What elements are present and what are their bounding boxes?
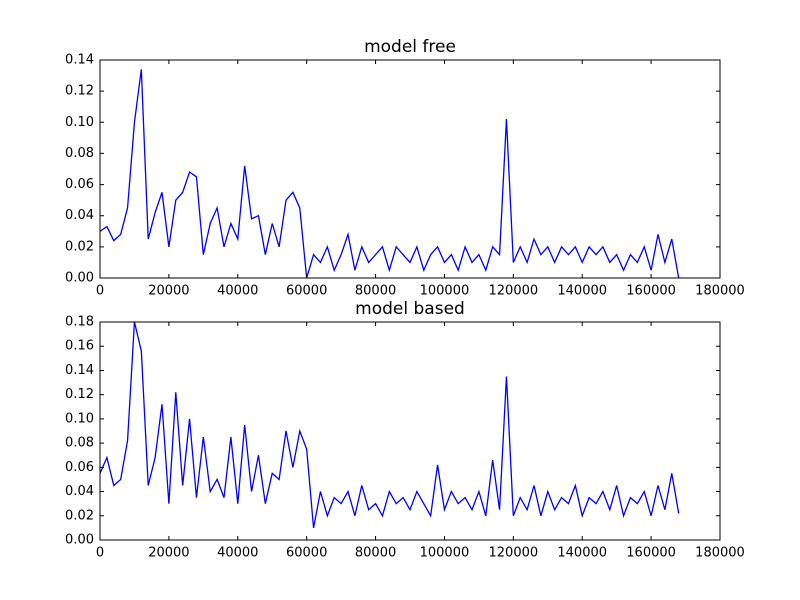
x-tick-label: 60000: [286, 284, 327, 299]
y-tick-label: 0.00: [65, 271, 94, 286]
y-tick-label: 0.12: [65, 84, 94, 99]
y-tick-label: 0.08: [65, 146, 94, 161]
x-tick-label: 120000: [489, 546, 539, 561]
y-tick-label: 0.00: [65, 533, 94, 548]
x-tick-label: 100000: [420, 284, 470, 299]
x-tick-label: 0: [96, 546, 104, 561]
y-tick-label: 0.16: [65, 339, 94, 354]
axes-frame: [99, 59, 721, 279]
y-tick-label: 0.10: [65, 115, 94, 130]
y-tick-label: 0.04: [65, 208, 94, 223]
chart-title: model based: [355, 299, 465, 319]
y-tick-label: 0.12: [65, 387, 94, 402]
x-tick-label: 140000: [557, 546, 607, 561]
x-tick-label: 180000: [695, 284, 745, 299]
axes-frame: [99, 321, 721, 541]
x-tick-label: 120000: [489, 284, 539, 299]
x-tick-label: 60000: [286, 546, 327, 561]
x-tick-label: 40000: [217, 546, 258, 561]
y-tick-label: 0.18: [65, 315, 94, 330]
plot-area: [100, 322, 720, 540]
y-tick-label: 0.14: [65, 53, 94, 68]
x-tick-label: 160000: [626, 284, 676, 299]
x-tick-label: 140000: [557, 284, 607, 299]
x-tick-label: 20000: [148, 284, 189, 299]
x-tick-label: 0: [96, 284, 104, 299]
y-tick-label: 0.04: [65, 484, 94, 499]
y-tick-label: 0.14: [65, 363, 94, 378]
x-tick-label: 100000: [420, 546, 470, 561]
y-tick-label: 0.10: [65, 411, 94, 426]
chart-title: model free: [364, 37, 456, 57]
x-tick-label: 180000: [695, 546, 745, 561]
y-tick-label: 0.02: [65, 508, 94, 523]
data-line: [99, 321, 680, 529]
x-tick-label: 160000: [626, 546, 676, 561]
y-tick-label: 0.08: [65, 436, 94, 451]
x-tick-label: 80000: [355, 284, 396, 299]
y-tick-label: 0.02: [65, 239, 94, 254]
x-tick-label: 20000: [148, 546, 189, 561]
y-tick-label: 0.06: [65, 460, 94, 475]
data-line: [99, 69, 680, 279]
plot-area: [100, 60, 720, 278]
x-tick-label: 80000: [355, 546, 396, 561]
y-tick-label: 0.06: [65, 177, 94, 192]
x-tick-label: 40000: [217, 284, 258, 299]
